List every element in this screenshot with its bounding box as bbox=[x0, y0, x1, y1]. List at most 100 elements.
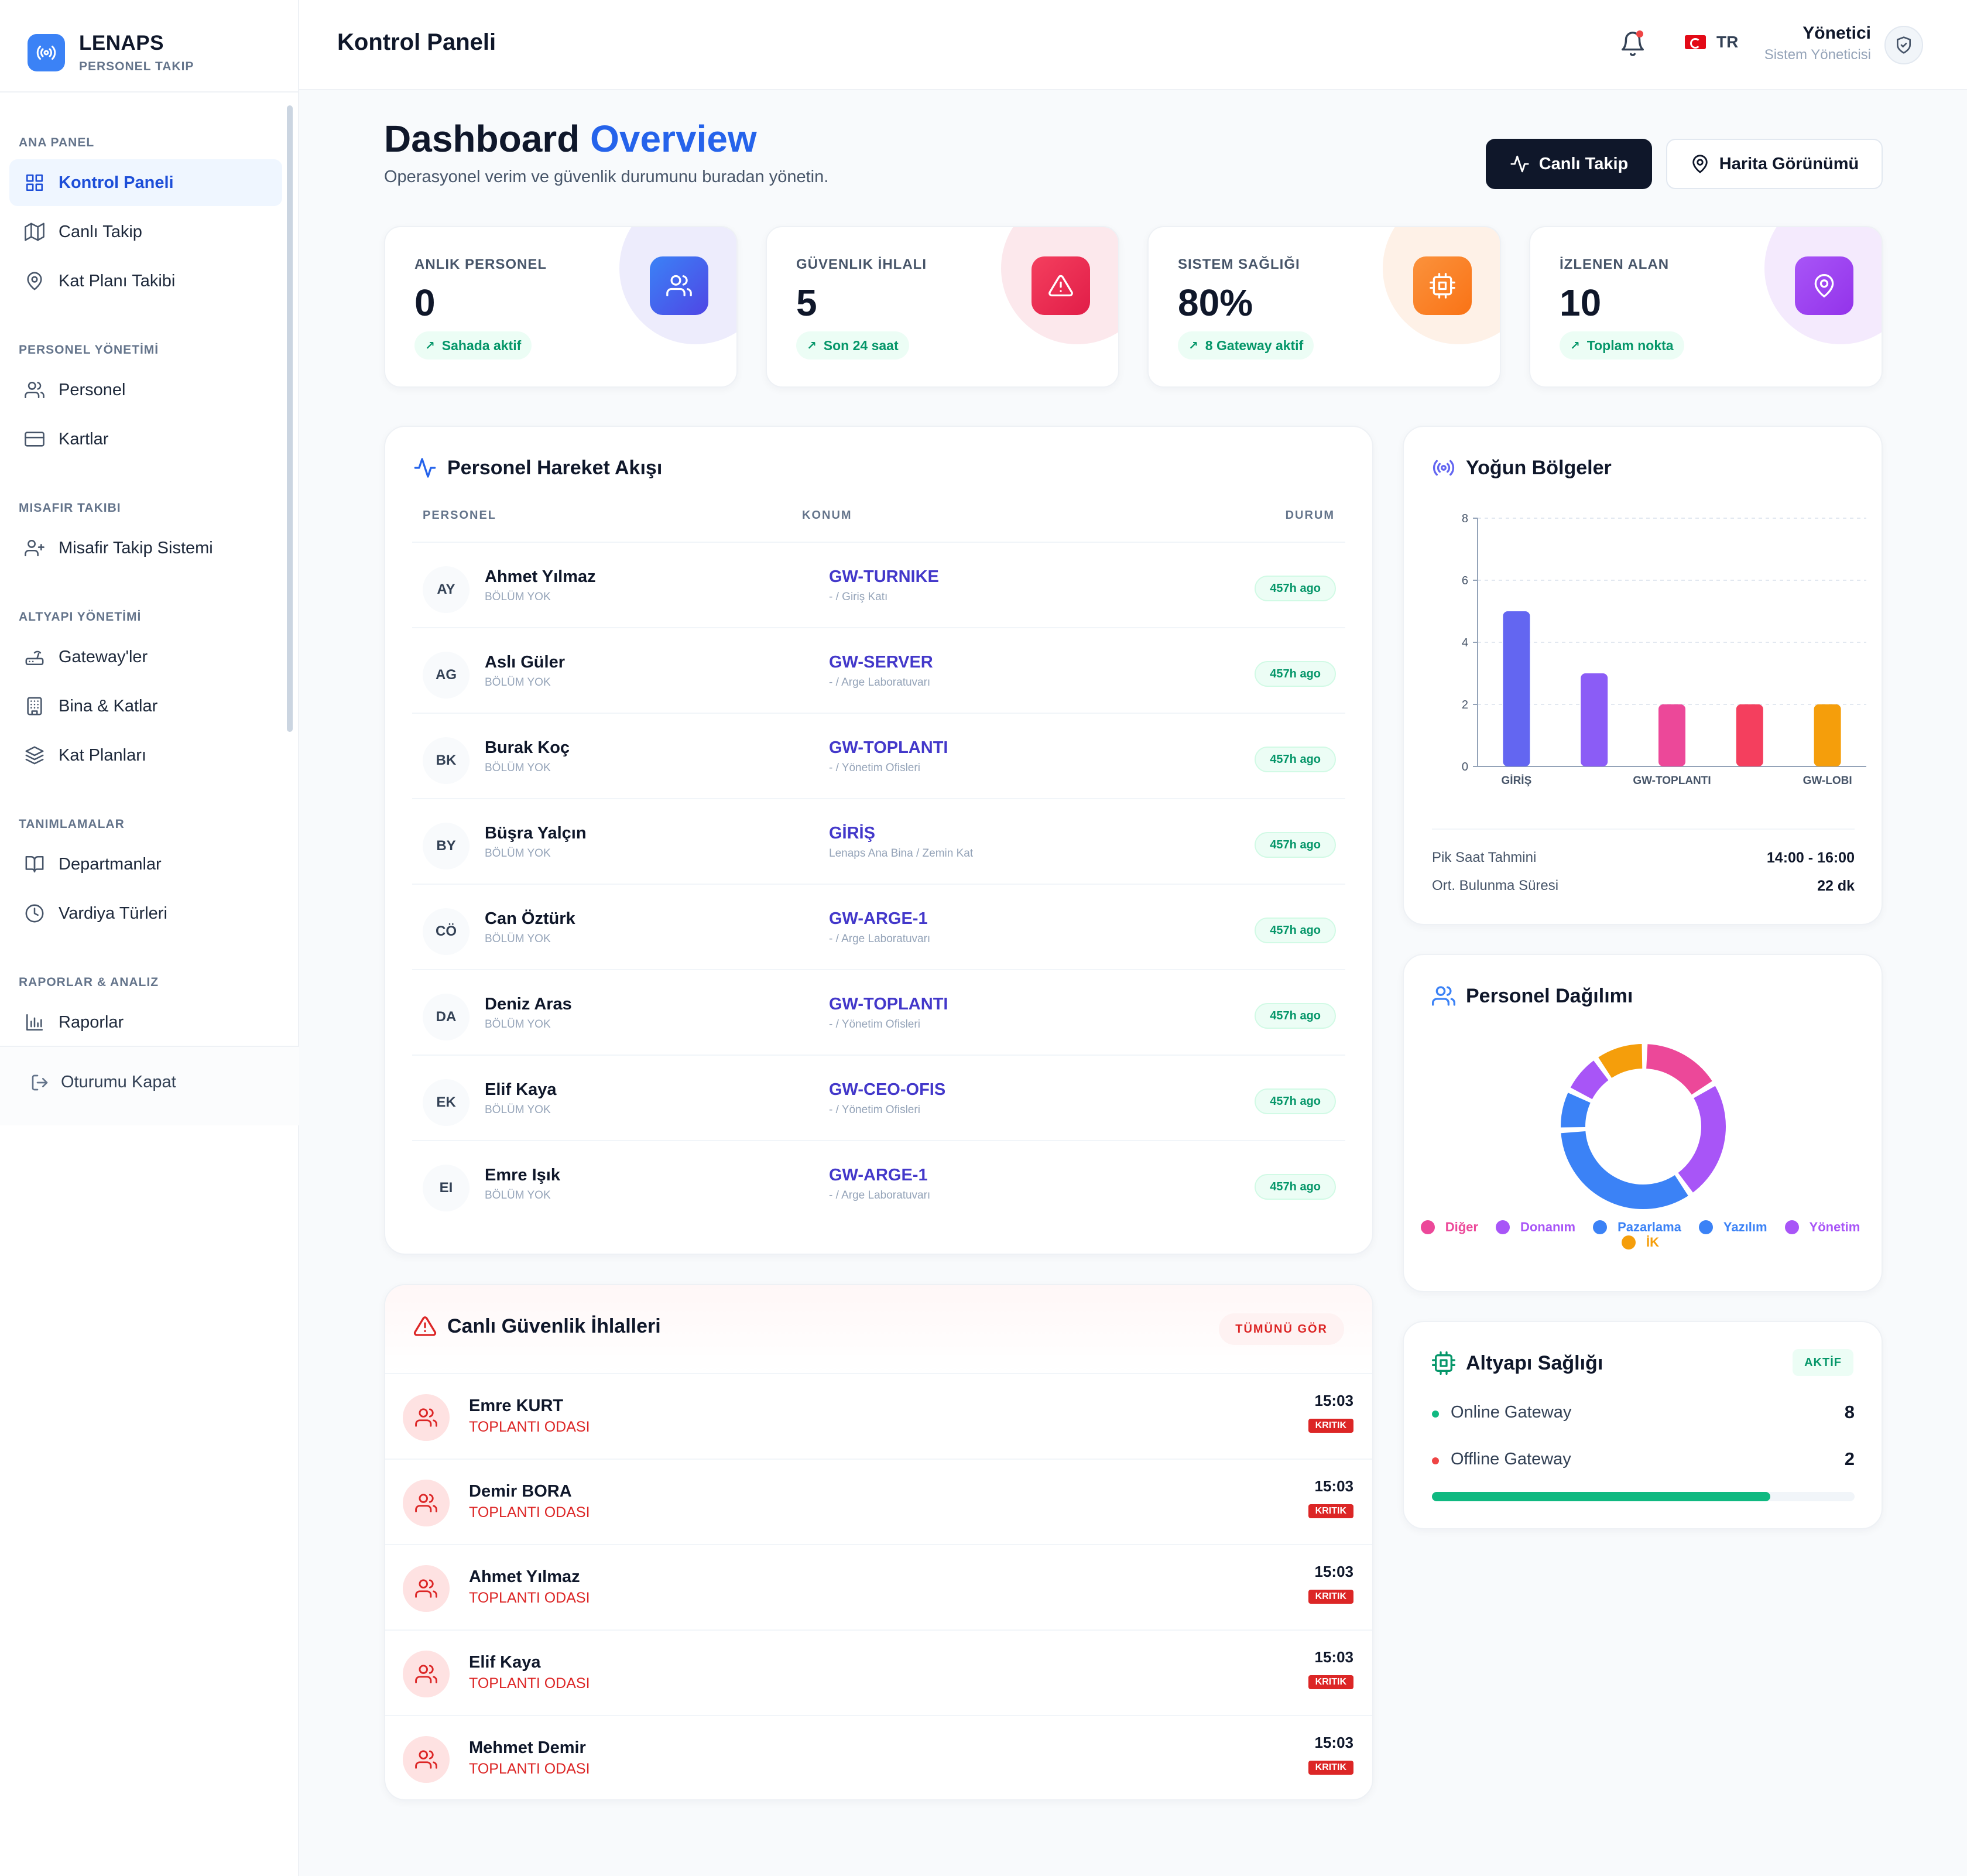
notification-bell-icon[interactable] bbox=[1619, 30, 1646, 57]
nav-section-title: RAPORLAR & ANALIZ bbox=[19, 975, 159, 989]
sidebar-item[interactable]: Kat Planları bbox=[9, 732, 282, 779]
legend-swatch bbox=[1593, 1220, 1608, 1234]
alert-user-tile bbox=[403, 1736, 450, 1783]
layers-icon bbox=[25, 746, 44, 765]
brand[interactable]: LENAPS PERSONEL TAKIP bbox=[28, 32, 194, 74]
user-info[interactable]: Yönetici Sistem Yöneticisi bbox=[1764, 23, 1871, 63]
location-link[interactable]: GW-TOPLANTI bbox=[829, 995, 948, 1014]
severity-badge: KRITIK bbox=[1308, 1419, 1353, 1433]
stat-icon-tile bbox=[1795, 256, 1853, 315]
person-dept: BÖLÜM YOK bbox=[485, 591, 551, 603]
language-selector[interactable]: TR bbox=[1685, 33, 1738, 52]
stat-card[interactable]: GÜVENLIK İHLALI 5 ↗ Son 24 saat bbox=[766, 226, 1119, 388]
donut-slice[interactable] bbox=[1561, 1131, 1688, 1209]
offline-gateway-label: Offline Gateway bbox=[1451, 1449, 1571, 1468]
sidebar-item[interactable]: Vardiya Türleri bbox=[9, 890, 282, 937]
logout-button[interactable]: Oturumu Kapat bbox=[30, 1073, 176, 1092]
stat-value: 5 bbox=[796, 282, 817, 324]
sidebar-item-label: Vardiya Türleri bbox=[59, 903, 167, 923]
avg-duration-label: Ort. Bulunma Süresi bbox=[1432, 878, 1559, 894]
person-name: Büşra Yalçın bbox=[485, 824, 587, 843]
avatar: BY bbox=[423, 823, 470, 869]
location-sub: Lenaps Ana Bina / Zemin Kat bbox=[829, 847, 974, 860]
status-badge: 457h ago bbox=[1255, 747, 1336, 772]
avatar[interactable] bbox=[1884, 26, 1923, 64]
logout-area: Oturumu Kapat bbox=[0, 1046, 299, 1125]
table-row[interactable]: EK Elif Kaya BÖLÜM YOK GW-CEO-OFIS - / Yönet… bbox=[412, 1055, 1345, 1140]
person-name: Deniz Aras bbox=[485, 995, 572, 1014]
gateway-health-bar bbox=[1432, 1492, 1855, 1501]
table-row[interactable]: BY Büşra Yalçın BÖLÜM YOK GİRİŞ Lenaps Ana B… bbox=[412, 798, 1345, 884]
sidebar-scrollbar[interactable] bbox=[287, 105, 293, 732]
person-dept: BÖLÜM YOK bbox=[485, 762, 551, 774]
donut-slice[interactable] bbox=[1598, 1044, 1643, 1079]
stat-trend-label: Toplam nokta bbox=[1586, 337, 1674, 353]
stat-card[interactable]: İZLENEN ALAN 10 ↗ Toplam nokta bbox=[1529, 226, 1883, 388]
sidebar-item-label: Kartlar bbox=[59, 429, 109, 449]
donut-slice[interactable] bbox=[1646, 1044, 1712, 1096]
list-item[interactable]: Ahmet Yılmaz TOPLANTI ODASI 15:03 KRITIK bbox=[385, 1544, 1372, 1629]
donut-slice[interactable] bbox=[1561, 1093, 1591, 1128]
violation-time: 15:03 bbox=[1314, 1734, 1354, 1751]
stat-trend-label: 8 Gateway aktif bbox=[1205, 337, 1304, 353]
table-row[interactable]: AG Aslı Güler BÖLÜM YOK GW-SERVER - / Arge L… bbox=[412, 627, 1345, 713]
sidebar-item[interactable]: Bina & Katlar bbox=[9, 683, 282, 730]
live-tracking-button[interactable]: Canlı Takip bbox=[1486, 139, 1652, 189]
sidebar-item[interactable]: Departmanlar bbox=[9, 841, 282, 888]
table-row[interactable]: DA Deniz Aras BÖLÜM YOK GW-TOPLANTI - / Yöne… bbox=[412, 969, 1345, 1055]
pin-icon bbox=[1814, 274, 1834, 297]
person-dept: BÖLÜM YOK bbox=[485, 847, 551, 860]
sidebar-item[interactable]: Gateway'ler bbox=[9, 634, 282, 680]
heading-main: Dashboard bbox=[384, 118, 580, 160]
stat-trend-pill: ↗ Son 24 saat bbox=[796, 331, 909, 360]
sidebar-item[interactable]: Misafir Takip Sistemi bbox=[9, 525, 282, 571]
users-icon bbox=[1432, 986, 1455, 1006]
person-name: Ahmet Yılmaz bbox=[485, 567, 596, 586]
sidebar-item[interactable]: Raporlar bbox=[9, 999, 282, 1042]
sidebar-item[interactable]: Personel bbox=[9, 367, 282, 413]
sidebar-item[interactable]: Kartlar bbox=[9, 416, 282, 463]
table-row[interactable]: EI Emre Işık BÖLÜM YOK GW-ARGE-1 - / Arge La… bbox=[412, 1140, 1345, 1225]
stat-card[interactable]: ANLIK PERSONEL 0 ↗ Sahada aktif bbox=[384, 226, 738, 388]
sidebar: LENAPS PERSONEL TAKIP ANA PANEL Kontrol P… bbox=[0, 0, 299, 1876]
see-all-button[interactable]: TÜMÜNÜ GÖR bbox=[1219, 1313, 1344, 1345]
donut-slice[interactable] bbox=[1570, 1060, 1609, 1100]
donut-slice[interactable] bbox=[1678, 1086, 1726, 1193]
location-link[interactable]: GW-TOPLANTI bbox=[829, 738, 948, 757]
x-tick-label: GİRİŞ bbox=[1502, 775, 1532, 787]
y-tick-label: 2 bbox=[1462, 699, 1468, 711]
location-link[interactable]: GW-ARGE-1 bbox=[829, 909, 928, 928]
location-sub: - / Arge Laboratuvarı bbox=[829, 676, 931, 689]
alert-user-tile bbox=[403, 1394, 450, 1441]
sidebar-item[interactable]: Kat Planı Takibi bbox=[9, 258, 282, 304]
table-row[interactable]: CÖ Can Öztürk BÖLÜM YOK GW-ARGE-1 - / Arge L… bbox=[412, 884, 1345, 969]
location-link[interactable]: GW-CEO-OFIS bbox=[829, 1080, 946, 1099]
pin-icon bbox=[1692, 155, 1708, 173]
peak-hour-row: Pik Saat Tahmini 14:00 - 16:00 bbox=[1432, 850, 1855, 867]
list-item[interactable]: Mehmet Demir TOPLANTI ODASI 15:03 KRITIK bbox=[385, 1715, 1372, 1799]
location-link[interactable]: GİRİŞ bbox=[829, 824, 875, 843]
list-item[interactable]: Elif Kaya TOPLANTI ODASI 15:03 KRITIK bbox=[385, 1629, 1372, 1715]
location-sub: - / Giriş Katı bbox=[829, 591, 888, 603]
legend-item: Donanım bbox=[1495, 1220, 1581, 1235]
legend-item: Pazarlama bbox=[1593, 1220, 1687, 1235]
stat-card[interactable]: SISTEM SAĞLIĞI 80% ↗ 8 Gateway aktif bbox=[1147, 226, 1501, 388]
list-item[interactable]: Demir BORA TOPLANTI ODASI 15:03 KRITIK bbox=[385, 1459, 1372, 1544]
list-item[interactable]: Emre KURT TOPLANTI ODASI 15:03 KRITIK bbox=[385, 1373, 1372, 1459]
map-view-button[interactable]: Harita Görünümü bbox=[1666, 139, 1883, 189]
table-row[interactable]: BK Burak Koç BÖLÜM YOK GW-TOPLANTI - / Yönet… bbox=[412, 713, 1345, 798]
users-icon bbox=[666, 275, 692, 297]
table-row[interactable]: AY Ahmet Yılmaz BÖLÜM YOK GW-TURNIKE - / Gir… bbox=[412, 542, 1345, 627]
person-name: Can Öztürk bbox=[485, 909, 575, 928]
location-link[interactable]: GW-SERVER bbox=[829, 653, 933, 672]
sidebar-item[interactable]: Canlı Takip bbox=[9, 208, 282, 255]
sidebar-item[interactable]: Kontrol Paneli bbox=[9, 159, 282, 206]
stat-trend-pill: ↗ Toplam nokta bbox=[1560, 331, 1684, 360]
heading-accent: Overview bbox=[590, 118, 757, 160]
activity-icon bbox=[414, 458, 436, 478]
legend-label: Donanım bbox=[1520, 1220, 1576, 1234]
person-name: Emre Işık bbox=[485, 1166, 560, 1185]
sidebar-item-label: Raporlar bbox=[59, 1012, 124, 1032]
location-link[interactable]: GW-TURNIKE bbox=[829, 567, 939, 586]
location-link[interactable]: GW-ARGE-1 bbox=[829, 1166, 928, 1185]
